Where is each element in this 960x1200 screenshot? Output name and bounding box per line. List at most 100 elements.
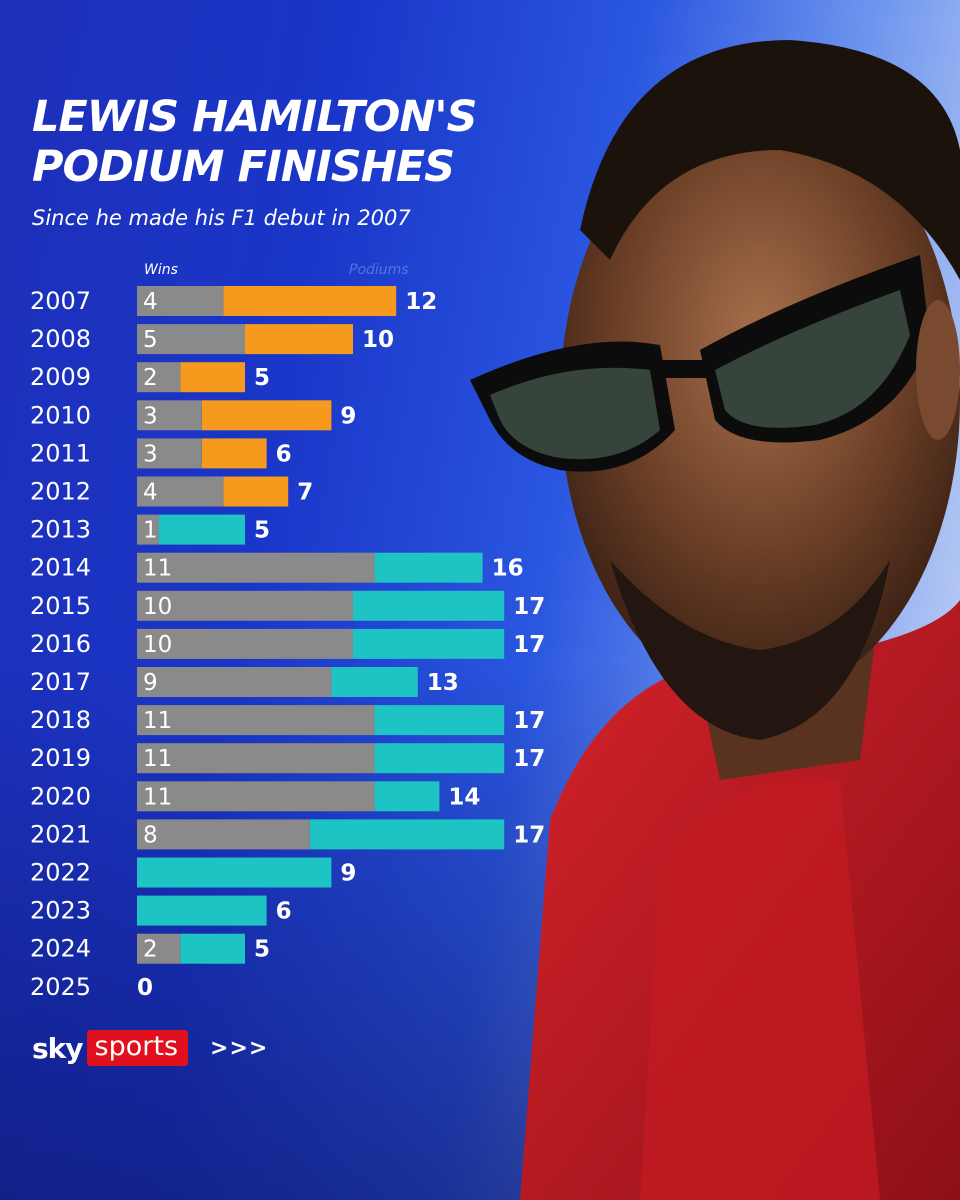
podium-bar: [180, 933, 245, 964]
footer-brand: sky sports >>>: [32, 1028, 268, 1068]
wins-value-label: 11: [143, 708, 172, 734]
sky-logo: sky: [32, 1031, 84, 1065]
year-label: 2015: [30, 592, 91, 620]
podium-total-label: 0: [137, 975, 153, 1001]
year-label: 2013: [30, 516, 91, 544]
chart-subtitle: Since he made his F1 debut in 2007: [32, 206, 411, 230]
wins-bar: [137, 438, 202, 469]
wins-value-label: 5: [143, 327, 158, 353]
wins-bar: [137, 552, 375, 583]
wins-value-label: 9: [143, 670, 158, 696]
year-label: 2022: [30, 859, 91, 887]
wins-bar: [137, 667, 332, 697]
legend-podiums: Podiums: [349, 262, 409, 278]
podium-bar: [223, 286, 397, 316]
wins-value-label: 4: [143, 289, 158, 315]
podium-bar: [374, 743, 505, 774]
wins-bar: [137, 362, 181, 393]
podium-total-label: 17: [513, 632, 545, 658]
year-label: 2007: [30, 287, 91, 315]
wins-bar: [137, 324, 245, 355]
wins-bar: [137, 590, 353, 621]
podium-bar: [158, 514, 245, 545]
wins-value-label: 2: [143, 365, 158, 391]
year-label: 2009: [30, 363, 91, 391]
wins-value-label: 11: [143, 784, 172, 810]
podium-bar: [201, 400, 332, 431]
podium-bar: [137, 895, 267, 926]
year-label: 2020: [30, 782, 91, 810]
podium-bar: [223, 476, 289, 507]
driver-photo: [460, 0, 960, 1200]
year-label: 2008: [30, 325, 91, 353]
chevrons-icon: >>>: [210, 1035, 269, 1061]
year-label: 2014: [30, 554, 91, 582]
wins-bar: [137, 743, 375, 774]
year-label: 2010: [30, 401, 91, 429]
podium-bar: [374, 781, 440, 812]
podium-total-label: 5: [254, 937, 270, 963]
podium-bar: [374, 552, 483, 583]
wins-bar: [137, 781, 375, 812]
year-label: 2021: [30, 820, 91, 848]
year-label: 2018: [30, 706, 91, 734]
podium-total-label: 12: [405, 289, 437, 315]
legend: Wins Podiums: [144, 262, 464, 280]
podium-bar: [201, 438, 267, 469]
podium-total-label: 17: [513, 746, 545, 772]
year-label: 2023: [30, 897, 91, 925]
chart-title: LEWIS HAMILTON'S PODIUM FINISHES: [32, 92, 592, 192]
podium-total-label: 10: [362, 327, 394, 353]
podium-bar: [245, 324, 353, 355]
legend-wins: Wins: [144, 262, 178, 278]
podium-total-label: 5: [254, 365, 270, 391]
sports-logo-badge: sports: [86, 1030, 189, 1066]
podium-bar: [137, 857, 332, 888]
wins-value-label: 3: [143, 441, 158, 467]
wins-value-label: 10: [143, 632, 172, 658]
podium-bar: [180, 362, 245, 393]
podium-bar: [374, 705, 505, 736]
wins-bar: [137, 400, 202, 431]
podium-total-label: 6: [276, 899, 292, 925]
podium-bar: [353, 628, 505, 659]
podium-total-label: 17: [513, 708, 545, 734]
wins-bar: [137, 705, 375, 736]
wins-value-label: 11: [143, 556, 172, 582]
title-line-1: LEWIS HAMILTON'S: [32, 92, 478, 142]
podium-total-label: 17: [513, 594, 545, 620]
podium-total-label: 9: [340, 403, 356, 429]
wins-value-label: 10: [143, 594, 172, 620]
podium-total-label: 7: [297, 480, 313, 506]
podium-bar: [353, 590, 505, 621]
podium-total-label: 5: [254, 518, 270, 544]
year-label: 2016: [30, 630, 91, 658]
wins-value-label: 3: [143, 403, 158, 429]
podium-total-label: 14: [448, 784, 480, 810]
year-label: 2012: [30, 478, 91, 506]
podium-total-label: 13: [427, 670, 459, 696]
wins-value-label: 1: [143, 518, 158, 544]
wins-bar: [137, 819, 310, 850]
podium-total-label: 16: [492, 556, 524, 582]
podium-bar: [331, 667, 418, 697]
year-label: 2024: [30, 935, 91, 963]
title-line-2: PODIUM FINISHES: [32, 142, 455, 192]
wins-bar: [137, 933, 181, 964]
wins-value-label: 11: [143, 746, 172, 772]
wins-value-label: 8: [143, 822, 158, 848]
podium-total-label: 9: [340, 861, 356, 887]
year-label: 2011: [30, 439, 91, 467]
year-label: 2017: [30, 668, 91, 696]
podium-bar: [309, 819, 505, 850]
wins-bar: [137, 628, 353, 659]
year-label: 2019: [30, 744, 91, 772]
wins-value-label: 2: [143, 937, 158, 963]
podium-total-label: 6: [276, 441, 292, 467]
podium-total-label: 17: [513, 822, 545, 848]
wins-value-label: 4: [143, 480, 158, 506]
wins-bar: [137, 476, 224, 507]
year-label: 2025: [30, 973, 91, 1001]
wins-bar: [137, 514, 159, 545]
